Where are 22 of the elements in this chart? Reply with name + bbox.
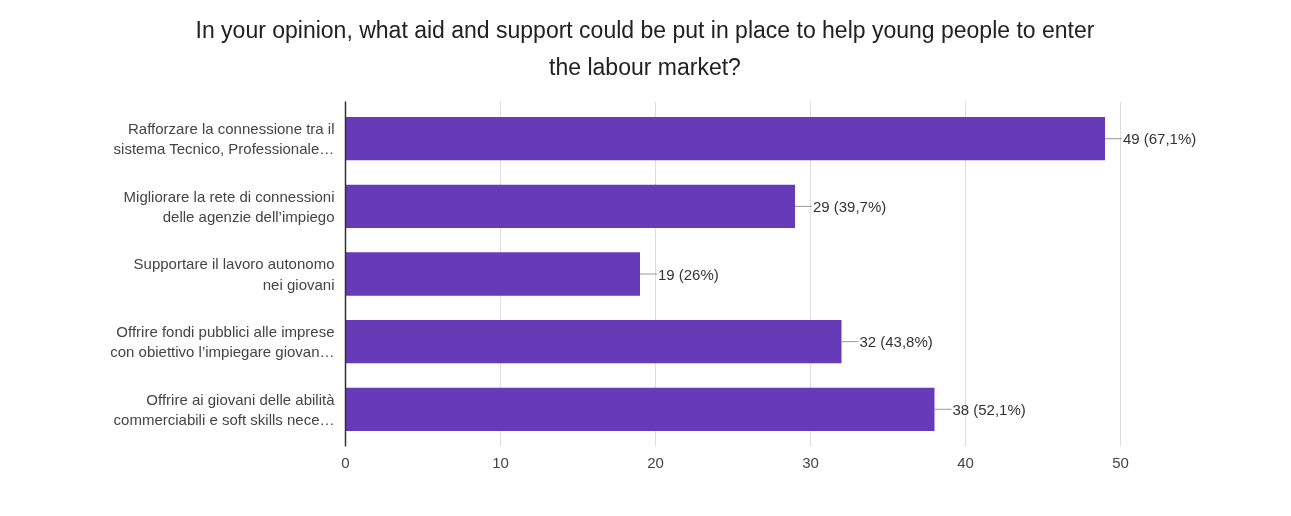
bar xyxy=(345,387,935,431)
y-tick-label: Supportare il lavoro autonomo nei giovani xyxy=(133,254,335,293)
x-tick-label: 40 xyxy=(957,453,974,471)
data-label: 49 (67,1%) xyxy=(1122,129,1197,147)
y-tick-label: Offrire fondi pubblici alle imprese con obiettivo l’impiegare giovan… xyxy=(110,322,335,360)
chart-title: In your opinion, what aid and support could be put in place to help young people to enter the labour market? xyxy=(195,16,1095,82)
x-tick-label: 0 xyxy=(341,453,350,471)
data-label: 29 (39,7%) xyxy=(812,197,887,215)
bar xyxy=(345,319,842,363)
data-label: 32 (43,8%) xyxy=(859,332,933,350)
y-tick-label: Rafforzare la connessione tra il sistema Tecnico, Professionale… xyxy=(113,119,335,157)
x-tick-label: 30 xyxy=(802,453,819,471)
bar xyxy=(345,184,795,228)
x-tick-label: 10 xyxy=(492,453,509,471)
x-tick-label: 50 xyxy=(1112,453,1129,471)
y-tick-label: Offrire ai giovani delle abilità commerciabili e soft skills nece… xyxy=(113,390,336,428)
bar xyxy=(345,116,1105,160)
x-tick-label: 20 xyxy=(647,453,664,471)
bar xyxy=(345,251,640,296)
data-label: 38 (52,1%) xyxy=(952,400,1026,418)
data-label: 19 (26%) xyxy=(657,265,719,283)
y-tick-label: Migliorare la rete di connessioni delle agenzie dell’impiego xyxy=(123,187,335,225)
